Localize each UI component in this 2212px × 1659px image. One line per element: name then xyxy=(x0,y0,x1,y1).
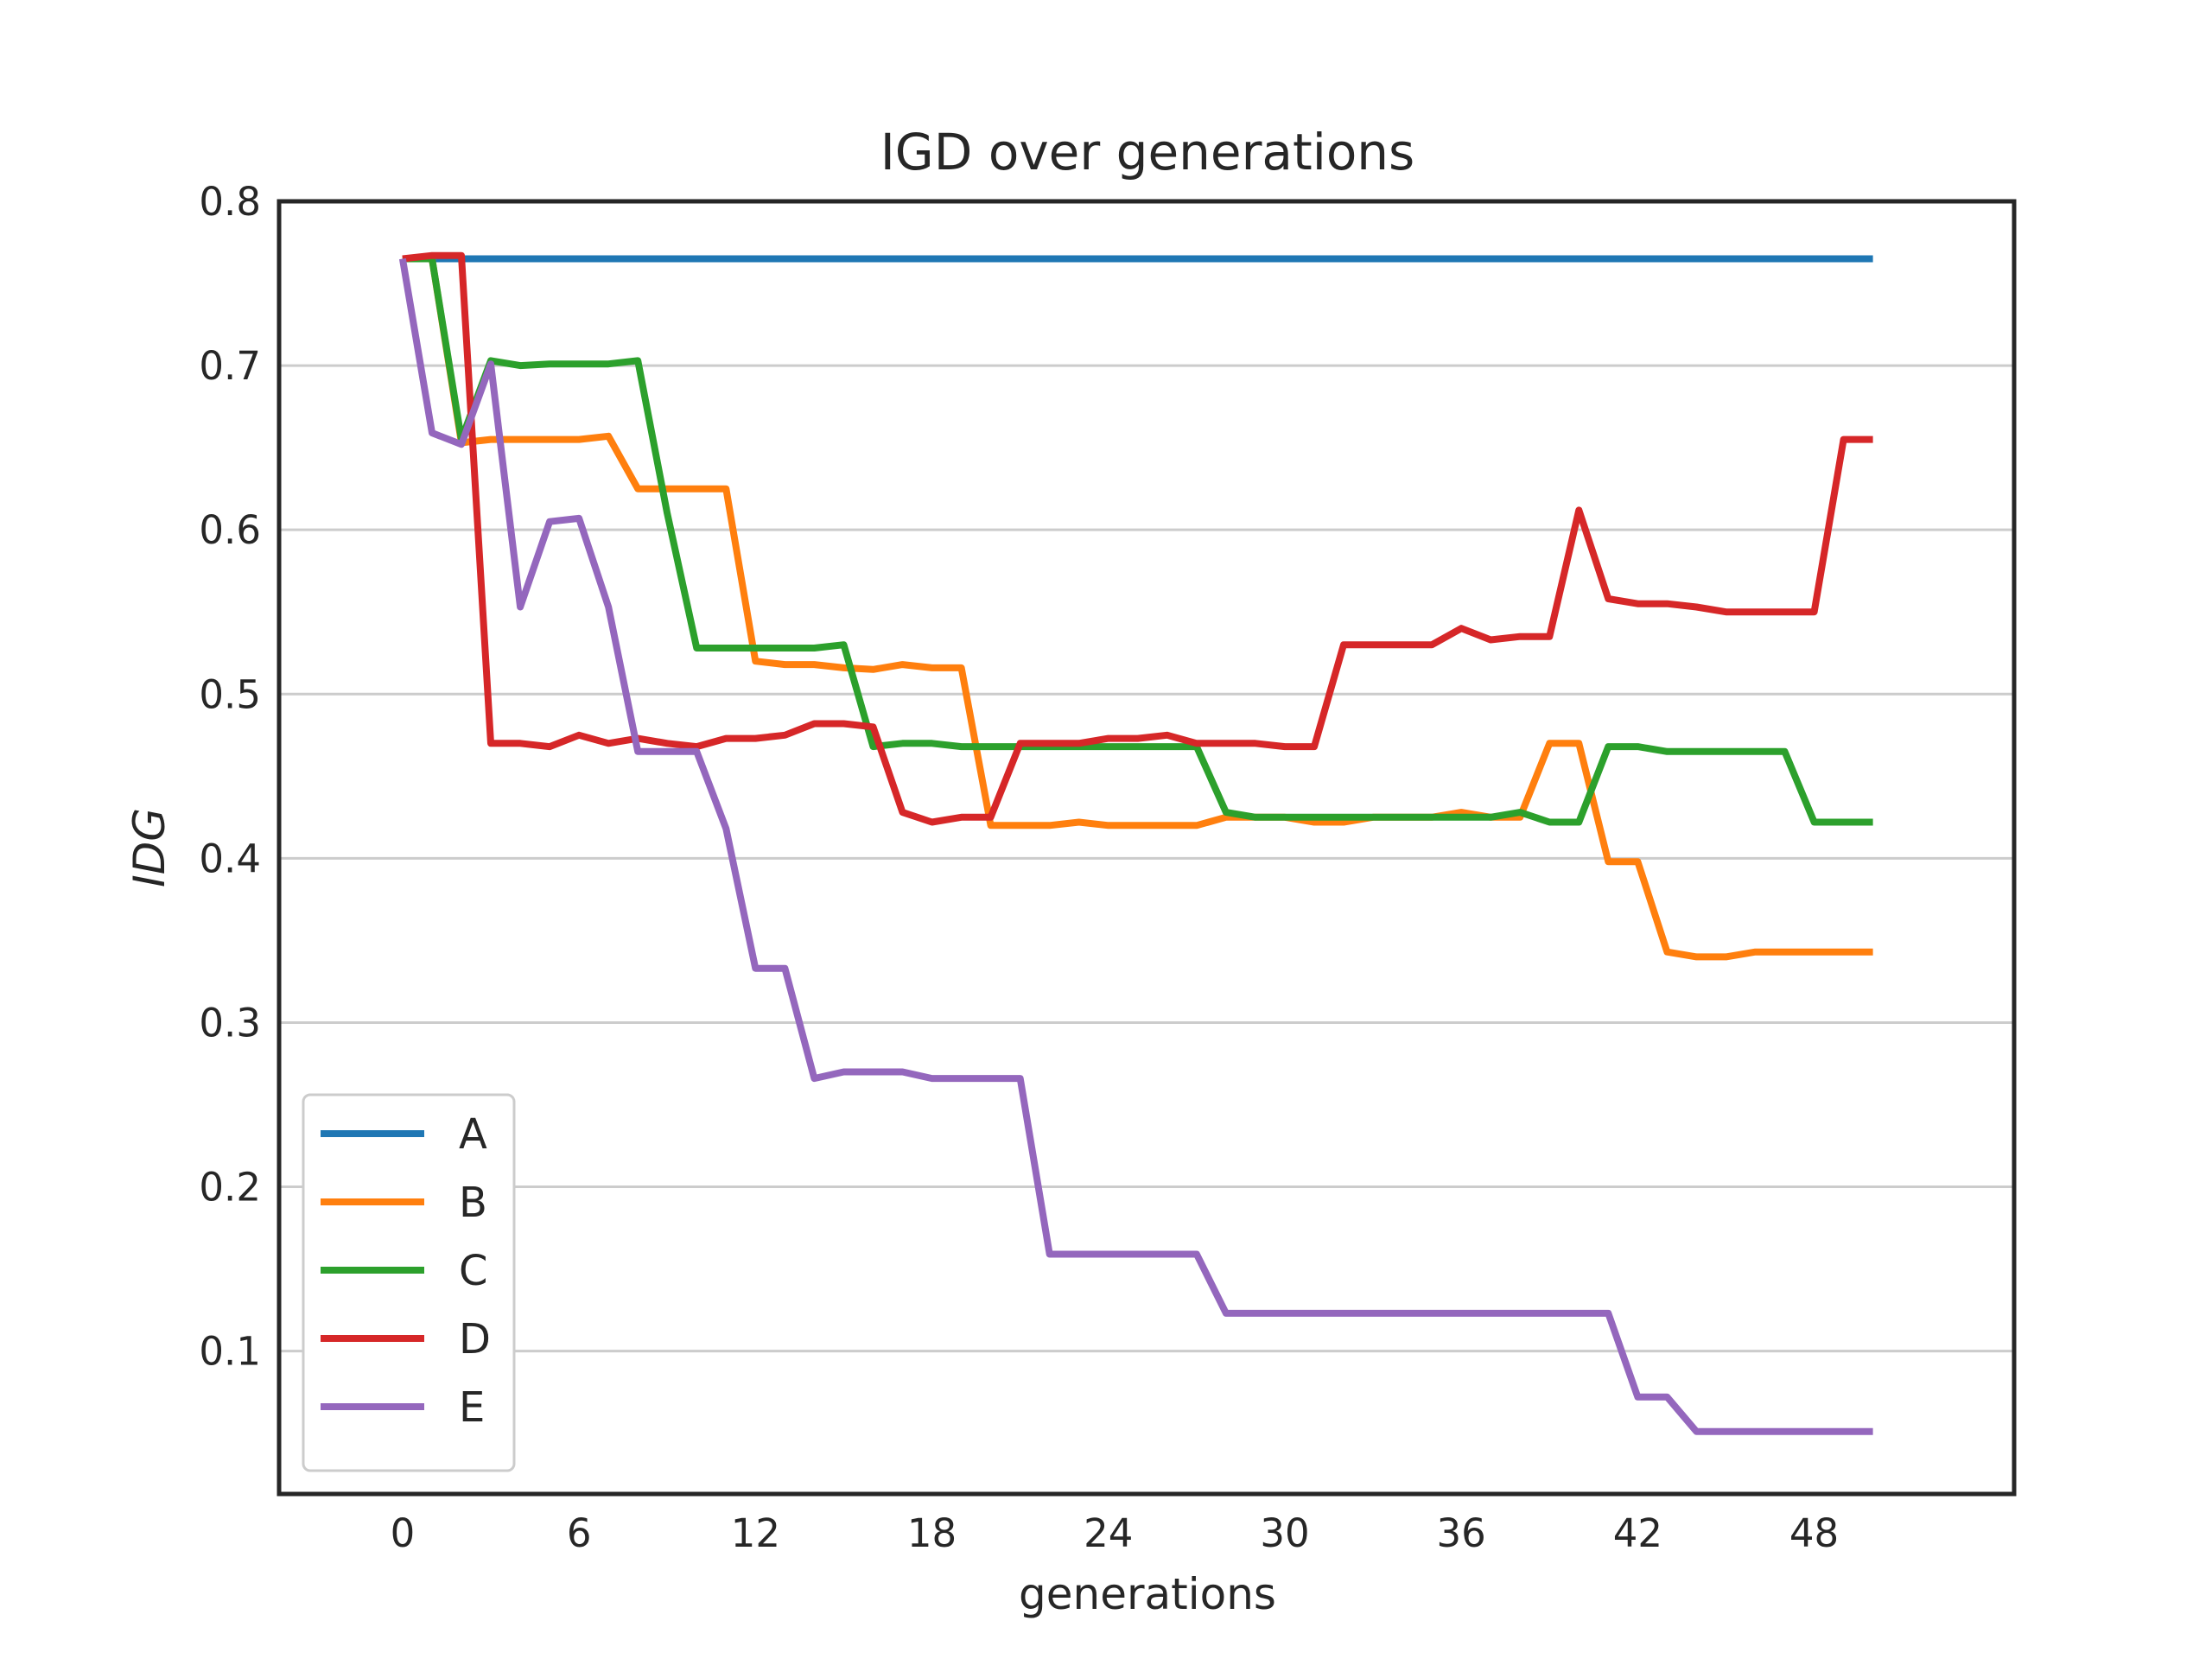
x-tick-label: 6 xyxy=(567,1510,592,1556)
legend-label-A: A xyxy=(459,1110,487,1159)
x-tick-label: 12 xyxy=(731,1510,780,1556)
y-tick-label: 0.3 xyxy=(199,1000,261,1046)
legend-label-C: C xyxy=(459,1247,488,1295)
series-lines xyxy=(398,251,1873,1435)
x-tick-label: 0 xyxy=(391,1510,416,1556)
x-tick-label: 18 xyxy=(907,1510,957,1556)
x-tick-label: 24 xyxy=(1084,1510,1133,1556)
plot-area-frame xyxy=(276,199,2017,1497)
legend-label-B: B xyxy=(459,1179,487,1227)
legend-label-D: D xyxy=(459,1315,491,1363)
y-axis-label: IDG xyxy=(124,808,175,887)
series-line-D xyxy=(402,251,1873,826)
x-axis-ticks: 0 6 12 18 24 30 36 42 48 xyxy=(391,1510,1840,1556)
x-tick-label: 30 xyxy=(1260,1510,1309,1556)
legend-box xyxy=(302,1093,516,1472)
x-tick-label: 36 xyxy=(1437,1510,1486,1556)
series-line-E xyxy=(398,257,1873,1435)
x-tick-label: 42 xyxy=(1613,1510,1662,1556)
x-tick-label: 48 xyxy=(1789,1510,1839,1556)
y-tick-label: 0.7 xyxy=(199,343,261,389)
y-tick-label: 0.4 xyxy=(199,836,261,881)
y-tick-label: 0.8 xyxy=(199,179,261,225)
series-line-C xyxy=(402,255,1873,826)
y-tick-label: 0.1 xyxy=(199,1329,261,1375)
x-axis-label: generations xyxy=(1019,1569,1276,1619)
y-tick-label: 0.6 xyxy=(199,507,261,553)
chart-title: IGD over generations xyxy=(880,123,1415,181)
series-line-B xyxy=(402,255,1873,961)
y-tick-label: 0.2 xyxy=(199,1165,261,1211)
y-axis-ticks: 0.1 0.2 0.3 0.4 0.5 0.6 0.7 0.8 xyxy=(199,179,261,1375)
legend-label-E: E xyxy=(459,1383,485,1432)
y-tick-label: 0.5 xyxy=(199,671,261,717)
